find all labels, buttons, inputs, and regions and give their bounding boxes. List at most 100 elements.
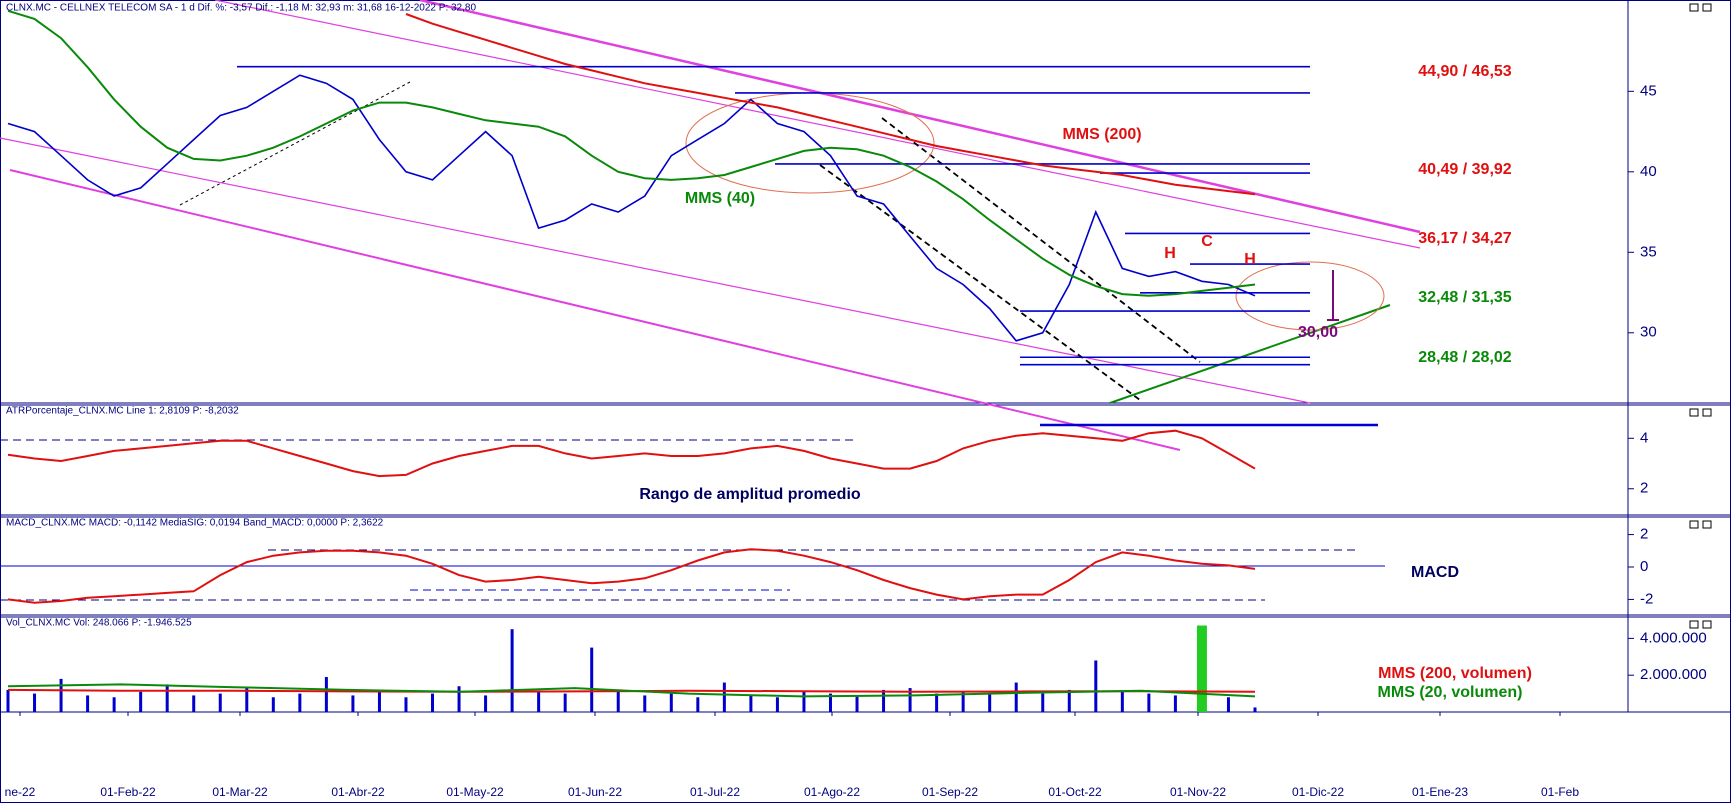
x-tick-label: 01-Feb-22 — [100, 785, 156, 799]
y-tick-label: 0 — [1640, 558, 1648, 575]
series-label: MMS (200) — [1062, 126, 1141, 143]
annotation: 32,48 / 31,35 — [1418, 289, 1512, 306]
x-tick-label: 01-Jul-22 — [690, 785, 740, 799]
volume-bar — [537, 691, 541, 712]
volume-bar — [6, 689, 10, 712]
volume-bar — [988, 693, 992, 712]
volume-bar — [882, 689, 886, 712]
volume-bar — [218, 693, 222, 712]
volume-bar — [510, 629, 514, 712]
x-tick-label: 01-Nov-22 — [1170, 785, 1226, 799]
volume-bar — [484, 695, 488, 712]
trend-lines — [0, 0, 1421, 601]
y-tick-label: 2.000.000 — [1640, 666, 1707, 683]
y-tick-label: 45 — [1640, 82, 1657, 99]
annotation: 30,00 — [1298, 324, 1338, 341]
x-tick-label: 01-Abr-22 — [331, 785, 385, 799]
volume-bar — [616, 689, 620, 712]
volume-bar — [59, 678, 63, 712]
volume-bar — [377, 689, 381, 712]
volume-bar — [802, 691, 806, 712]
x-tick-label: 01-Dic-22 — [1292, 785, 1344, 799]
volume-bar — [1014, 682, 1018, 712]
volume-bar — [1253, 707, 1257, 712]
annotation: MACD — [1411, 564, 1459, 581]
volume-bar — [1094, 660, 1098, 712]
annotation: 36,17 / 34,27 — [1418, 230, 1512, 247]
volume-bar — [351, 695, 355, 712]
y-tick-label: 30 — [1640, 324, 1657, 341]
panel-header: Vol_CLNX.MC Vol: 248.066 P: -1.946.525 — [6, 618, 192, 629]
annotation: 40,49 / 39,92 — [1418, 161, 1512, 178]
volume-bar — [722, 682, 726, 712]
window-buttons[interactable] — [1689, 3, 1712, 629]
x-tick-label: 01-Ene-23 — [1412, 785, 1468, 799]
volume-bar — [86, 695, 90, 712]
data-line — [7, 548, 1256, 604]
y-tick-label: 4.000.000 — [1640, 629, 1707, 646]
x-tick-label: 01-Ago-22 — [804, 785, 860, 799]
x-tick-label: 01-Feb — [1541, 785, 1579, 799]
volume-bar — [112, 697, 116, 712]
volume-bar — [431, 693, 435, 712]
annotation: H — [1164, 245, 1176, 262]
volume-bar — [192, 695, 196, 712]
data-line — [7, 9, 1256, 297]
volume-bar — [324, 677, 328, 712]
panel-header: MACD_CLNX.MC MACD: -0,1142 MediaSIG: 0,0… — [6, 518, 384, 529]
annotation: 44,90 / 46,53 — [1418, 63, 1512, 80]
volume-bar — [1226, 697, 1230, 712]
volume-bar — [669, 693, 673, 712]
volume-bar — [1196, 625, 1207, 712]
volume-bar — [696, 697, 700, 712]
volume-bar — [245, 688, 249, 712]
volume-bar — [563, 693, 567, 712]
annotation: Rango de amplitud promedio — [639, 486, 861, 503]
series-label: MMS (20, volumen) — [1378, 684, 1523, 701]
panel-header: ATRPorcentaje_CLNX.MC Line 1: 2,8109 P: … — [6, 406, 239, 417]
volume-bar — [404, 697, 408, 712]
volume-bar — [1041, 693, 1045, 712]
volume-bar — [828, 693, 832, 712]
volume-bar — [457, 686, 461, 712]
volume-bar — [961, 691, 965, 712]
data-line — [7, 74, 1256, 342]
volume-bar — [775, 697, 779, 712]
volume-bar — [590, 647, 594, 712]
volume-bar — [298, 693, 302, 712]
annotation: C — [1201, 233, 1213, 250]
x-tick-label: 01-Oct-22 — [1048, 785, 1102, 799]
x-tick-label: 01-Sep-22 — [922, 785, 978, 799]
y-tick-label: -2 — [1640, 590, 1653, 607]
volume-bar — [749, 695, 753, 712]
volume-bar — [908, 688, 912, 712]
data-line — [7, 429, 1256, 478]
annotation: 28,48 / 28,02 — [1418, 349, 1512, 366]
y-tick-label: 4 — [1640, 429, 1648, 446]
volume-bar — [1173, 695, 1177, 712]
volume-bar — [271, 697, 275, 712]
volume-bar — [1067, 689, 1071, 712]
volume-bar — [935, 693, 939, 712]
y-tick-label: 40 — [1640, 163, 1657, 180]
x-tick-label: 01-Jun-22 — [568, 785, 622, 799]
volume-bar — [855, 695, 859, 712]
series-label: MMS (200, volumen) — [1378, 665, 1532, 682]
volume-bar — [643, 695, 647, 712]
series-label: MMS (40) — [685, 190, 755, 207]
panel-header: CLNX.MC - CELLNEX TELECOM SA - 1 d Dif. … — [6, 3, 476, 14]
volume-bar — [139, 691, 143, 712]
x-tick-label: ne-22 — [5, 785, 36, 799]
annotation: H — [1244, 251, 1256, 268]
volume-bar — [1147, 693, 1151, 712]
data-line — [7, 683, 1256, 698]
data-line — [405, 13, 1256, 196]
y-tick-label: 2 — [1640, 526, 1648, 543]
x-tick-label: 01-Mar-22 — [212, 785, 268, 799]
volume-bar — [165, 684, 169, 712]
x-tick-label: 01-May-22 — [446, 785, 504, 799]
volume-bar — [1120, 691, 1124, 712]
y-tick-label: 2 — [1640, 480, 1648, 497]
y-tick-label: 35 — [1640, 243, 1657, 260]
